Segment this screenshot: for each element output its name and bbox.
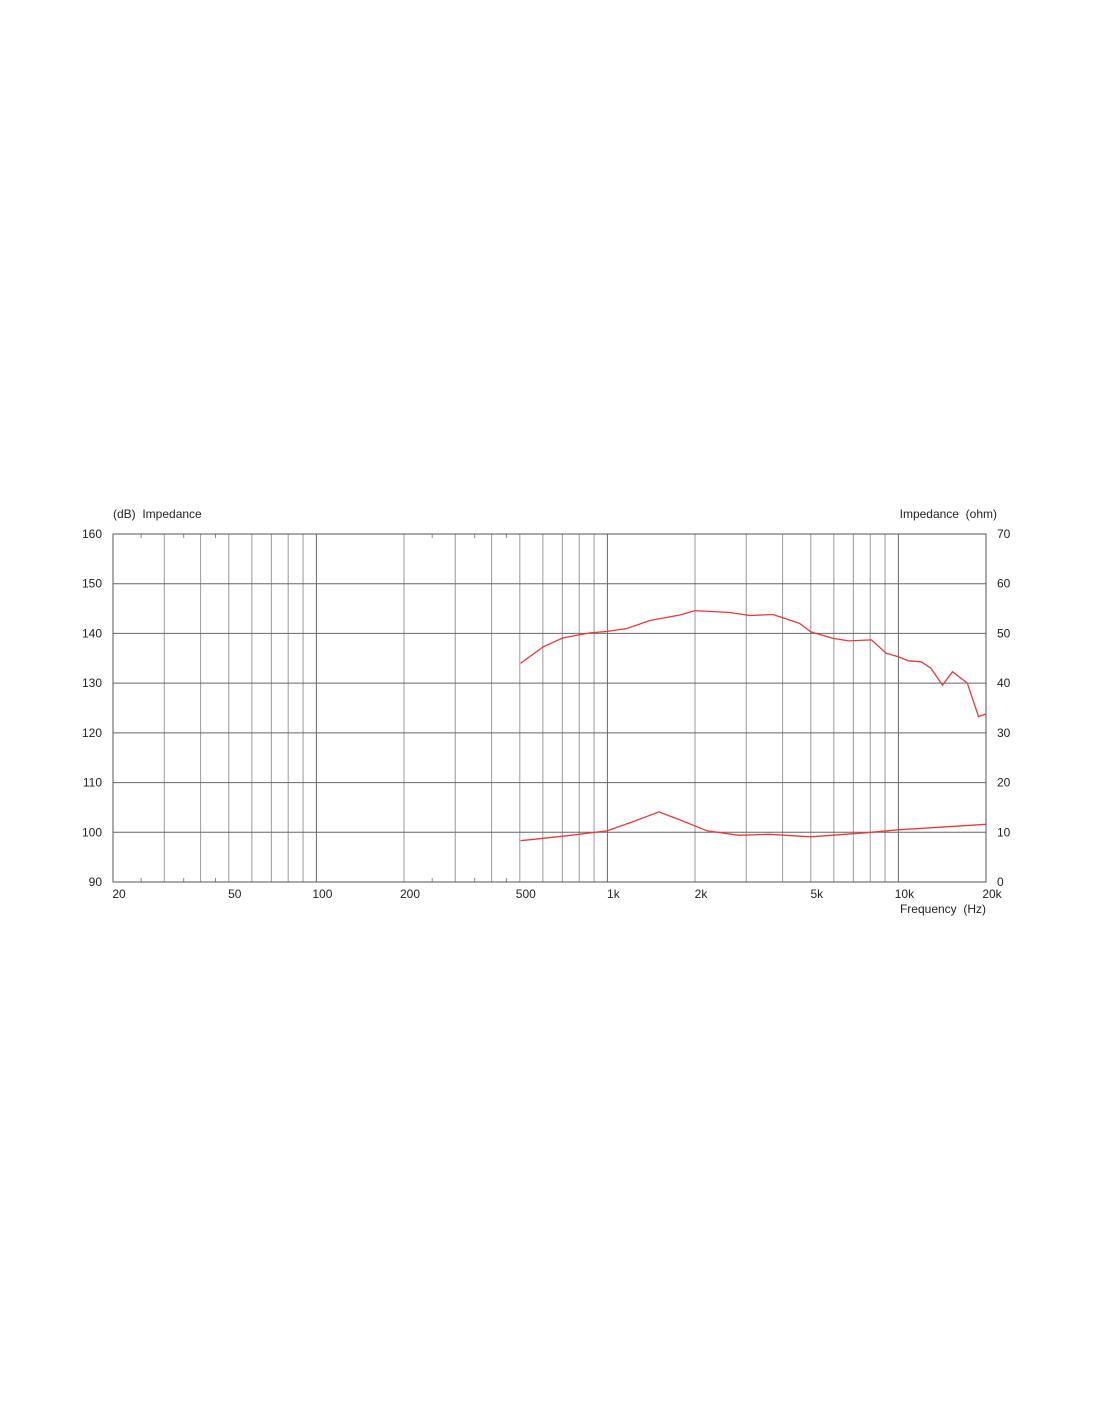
y-tick-label-right: 50 — [997, 626, 1011, 640]
y-tick-label-right: 30 — [997, 726, 1011, 740]
y-tick-label-right: 0 — [997, 875, 1004, 889]
y-tick-label-left: 90 — [89, 875, 103, 889]
y-tick-label-right: 70 — [997, 527, 1011, 541]
y-tick-label-left: 110 — [83, 776, 102, 790]
y-tick-label-left: 100 — [82, 825, 102, 839]
x-tick-label: 1k — [607, 887, 621, 901]
spl-curve — [520, 609, 987, 718]
right-axis-label: Impedance (ohm) — [900, 507, 997, 521]
grid — [112, 533, 986, 883]
x-tick-label: 20k — [982, 887, 1002, 901]
x-tick-label: 2k — [695, 887, 709, 901]
y-tick-label-right: 40 — [997, 676, 1011, 690]
x-tick-label: 10k — [895, 887, 915, 901]
y-tick-label-right: 20 — [997, 776, 1011, 790]
x-tick-label: 100 — [312, 887, 332, 901]
x-axis-label: Frequency (Hz) — [900, 902, 986, 916]
y-tick-label-left: 140 — [82, 626, 102, 640]
y-tick-label-left: 160 — [82, 527, 102, 541]
series-lines — [520, 609, 987, 842]
x-tick-label: 200 — [400, 887, 420, 901]
plot-frame — [112, 533, 987, 883]
y-tick-label-left: 130 — [82, 676, 102, 690]
y-tick-label-left: 150 — [82, 577, 102, 591]
x-tick-label: 50 — [228, 887, 242, 901]
y-tick-label-right: 10 — [997, 825, 1011, 839]
x-tick-label: 20 — [112, 887, 126, 901]
y-tick-label-right: 60 — [997, 577, 1011, 591]
x-tick-label: 500 — [516, 887, 536, 901]
impedance-curve — [520, 811, 987, 842]
x-tick-label: 5k — [810, 887, 824, 901]
left-axis-label: (dB) Impedance — [113, 507, 202, 521]
y-tick-label-left: 120 — [82, 726, 102, 740]
